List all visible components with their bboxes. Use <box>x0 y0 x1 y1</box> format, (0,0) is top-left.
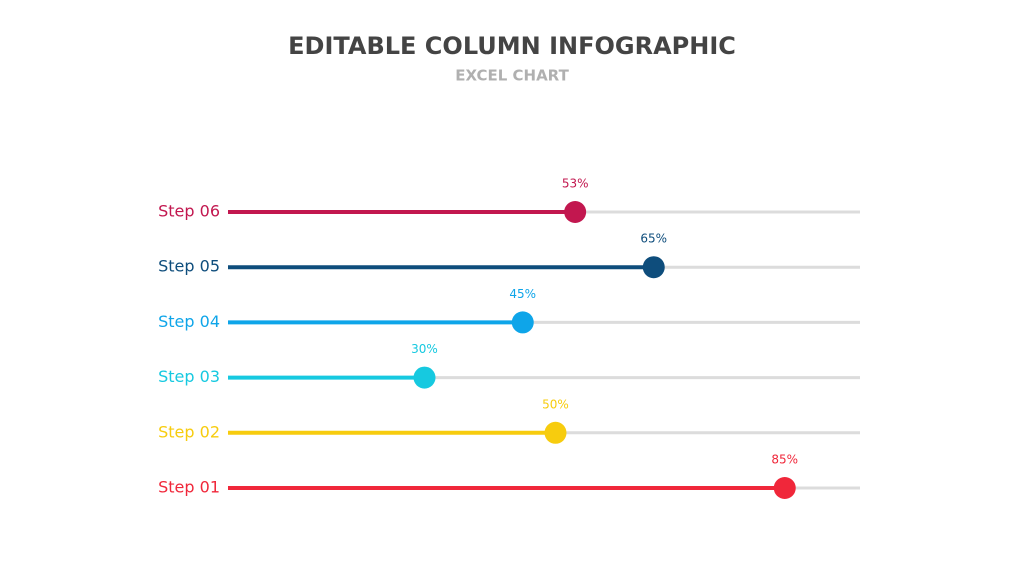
category-label: Step 04 <box>158 312 220 331</box>
chart-subtitle: EXCEL CHART <box>455 67 569 85</box>
value-label: 53% <box>562 177 589 191</box>
marker <box>544 421 567 444</box>
marker <box>564 201 587 223</box>
marker <box>413 366 436 389</box>
value-label: 85% <box>771 453 798 467</box>
category-label: Step 05 <box>158 257 220 276</box>
marker <box>773 477 796 499</box>
value-label: 65% <box>640 232 667 246</box>
chart-title: EDITABLE COLUMN INFOGRAPHIC <box>288 32 736 60</box>
value-label: 45% <box>509 287 536 301</box>
value-label: 30% <box>411 342 438 356</box>
category-label: Step 06 <box>158 202 220 221</box>
marker <box>511 311 534 334</box>
value-label: 50% <box>542 397 569 411</box>
category-label: Step 02 <box>158 422 220 441</box>
category-label: Step 01 <box>158 478 220 497</box>
marker <box>642 256 665 279</box>
category-label: Step 03 <box>158 367 220 386</box>
